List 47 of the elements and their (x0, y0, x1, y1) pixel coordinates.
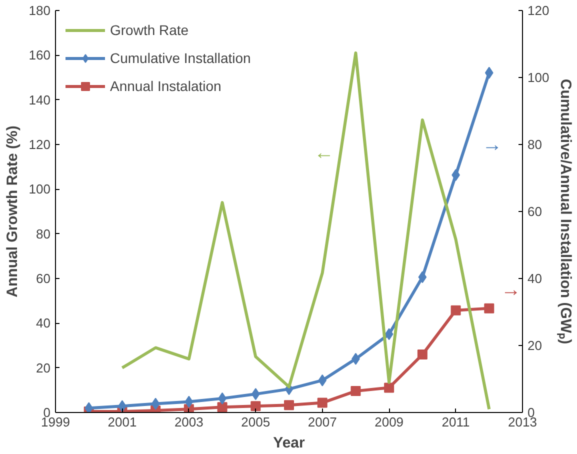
point (350, 386, 361, 396)
y-tick-label: 140 (28, 92, 51, 108)
x-tick-label: 2001 (108, 414, 137, 430)
y-tick-label: 100 (28, 182, 51, 197)
point (184, 396, 194, 408)
y2-tick-label: 40 (528, 271, 542, 286)
x-tick-label: 2007 (308, 414, 337, 430)
point (250, 401, 261, 412)
x-tick-label: 2011 (442, 414, 470, 430)
point (384, 382, 394, 393)
legend-label: Growth Rate (110, 22, 189, 38)
point (484, 66, 494, 79)
annotation: → (482, 134, 502, 156)
legend-label: Cumulative Installation (110, 50, 251, 66)
y-tick-label: 40 (36, 316, 51, 331)
point (417, 350, 428, 360)
y2-tick-label: 120 (528, 3, 550, 18)
point (317, 398, 328, 408)
y-tick-label: 120 (28, 137, 51, 152)
y-tick-label: 60 (36, 271, 51, 286)
point (384, 328, 394, 340)
y2-tick-label: 60 (528, 204, 542, 219)
y2-tick-label: 20 (528, 338, 542, 353)
x-axis-title: Year (273, 434, 306, 452)
point (318, 374, 327, 386)
point (418, 271, 427, 284)
y-axis-title: Annual Growth Rate (%) (4, 126, 21, 298)
annotation: → (500, 278, 521, 301)
point (217, 402, 228, 412)
point (84, 402, 94, 412)
y2-tick-label: 80 (528, 137, 542, 152)
point (251, 388, 260, 400)
annotation: ← (314, 142, 334, 164)
x-tick-label: 2005 (241, 414, 270, 430)
y-tick-label: 20 (36, 360, 51, 376)
y-tick-label: 180 (28, 3, 51, 18)
point (151, 398, 160, 410)
x-tick-label: 2003 (174, 414, 204, 430)
y-tick-label: 160 (28, 48, 51, 63)
point (284, 400, 294, 410)
x-tick-label: 2009 (374, 414, 404, 430)
legend-label: Annual Instalation (110, 78, 222, 94)
point (450, 305, 461, 316)
y2-tick-label: 100 (528, 70, 550, 85)
point (484, 303, 494, 314)
y2-axis-title: Cumulative/Annual Installation (GWₚ) (557, 78, 574, 344)
y-tick-label: 80 (36, 226, 51, 242)
